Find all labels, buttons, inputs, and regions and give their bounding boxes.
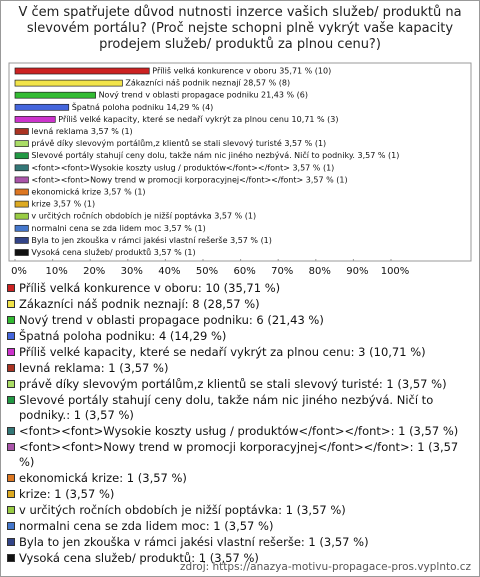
x-tick-label: 70% xyxy=(271,266,293,277)
bar-label: právě díky slevovým portálům,z klientů s… xyxy=(31,138,326,148)
bar xyxy=(14,249,29,256)
legend-swatch xyxy=(7,316,15,324)
legend-swatch xyxy=(7,490,15,498)
bar xyxy=(14,188,29,196)
legend-label: v určitých ročních obdobích je nižší pop… xyxy=(19,503,346,517)
legend-item: <font><font>Nowy trend w promocji korpor… xyxy=(7,440,473,470)
bar xyxy=(14,128,29,135)
bar-label: <font><font>Wysokie koszty usług / produ… xyxy=(31,162,334,172)
x-tick-label: 100% xyxy=(381,266,410,277)
legend-item: právě díky slevovým portálům,z klientů s… xyxy=(7,377,473,392)
bar-label: Vysoká cena služeb/ produktů 3,57 % (1) xyxy=(31,247,195,257)
x-tick-label: 40% xyxy=(158,266,180,277)
bar-label: Zákazníci náš podnik neznají 28,57 % (8) xyxy=(125,78,290,88)
bar xyxy=(14,152,29,160)
bar-label: v určitých ročních obdobích je nižší pop… xyxy=(31,211,256,221)
bar-label: Nový trend v oblasti propagace podniku 2… xyxy=(99,91,308,100)
legend-item: Slevové portály stahují ceny dolu, takže… xyxy=(7,393,473,423)
legend-swatch xyxy=(7,443,15,451)
x-tick-label: 60% xyxy=(233,266,255,277)
legend-label: krize: 1 (3,57 %) xyxy=(19,487,115,501)
bar xyxy=(14,224,29,232)
bar xyxy=(14,212,29,220)
plot-frame xyxy=(8,62,472,262)
legend-label: právě díky slevovým portálům,z klientů s… xyxy=(19,377,447,391)
bar xyxy=(14,176,29,184)
bar xyxy=(14,140,29,147)
legend: Příliš velká konkurence v oboru: 10 (35,… xyxy=(7,281,473,567)
legend-item: Příliš velká konkurence v oboru: 10 (35,… xyxy=(7,281,473,296)
legend-label: normalni cena se zda lidem moc: 1 (3,57 … xyxy=(19,519,274,533)
bar-label: normalni cena se zda lidem moc 3,57 % (1… xyxy=(31,224,205,233)
legend-swatch xyxy=(7,538,15,546)
legend-item: Byla to jen zkouška v rámci jakési vlast… xyxy=(7,535,473,550)
bar-label: ekonomická krize 3,57 % (1) xyxy=(31,188,145,197)
x-tick-label: 10% xyxy=(45,266,67,277)
legend-item: krize: 1 (3,57 %) xyxy=(7,487,473,502)
legend-swatch xyxy=(7,300,15,308)
bar xyxy=(14,164,29,172)
legend-label: Slevové portály stahují ceny dolu, takže… xyxy=(19,393,434,422)
x-tick-label: 80% xyxy=(309,266,331,277)
x-tick-label: 90% xyxy=(346,266,368,277)
legend-label: <font><font>Wysokie koszty usług / produ… xyxy=(19,424,459,438)
bar-label: <font><font>Nowy trend w promocji korpor… xyxy=(31,175,347,184)
legend-item: Zákazníci náš podnik neznají: 8 (28,57 %… xyxy=(7,297,473,312)
bar xyxy=(14,103,70,111)
legend-item: Vysoká cena služeb/ produktů: 1 (3,57 %) xyxy=(7,551,473,566)
legend-swatch xyxy=(7,284,15,292)
bar-label: krize 3,57 % (1) xyxy=(31,200,95,209)
legend-label: ekonomická krize: 1 (3,57 %) xyxy=(19,471,187,485)
bar xyxy=(14,116,56,123)
x-tick-label: 0% xyxy=(11,266,27,277)
legend-swatch xyxy=(7,427,15,435)
legend-item: levná reklama: 1 (3,57 %) xyxy=(7,361,473,376)
bar-label: Příliš velká konkurence v oboru 35,71 % … xyxy=(152,66,331,76)
legend-swatch xyxy=(7,332,15,340)
legend-item: Příliš velké kapacity, které se nedaří v… xyxy=(7,345,473,360)
chart: 0% 10% 20% 30% 40% 50% 60% 70% 80% 90% 100% Příliš … xyxy=(8,62,472,277)
legend-label: levná reklama: 1 (3,57 %) xyxy=(19,361,169,375)
x-tick-label: 50% xyxy=(196,266,218,277)
bar-label: levná reklama 3,57 % (1) xyxy=(31,127,132,136)
legend-item: normalni cena se zda lidem moc: 1 (3,57 … xyxy=(7,519,473,534)
legend-label: Příliš velká konkurence v oboru: 10 (35,… xyxy=(19,281,281,295)
bar-label: Špatná poloha podniku 14,29 % (4) xyxy=(72,101,214,112)
legend-label: Nový trend v oblasti propagace podniku: … xyxy=(19,313,324,327)
legend-swatch xyxy=(7,474,15,482)
legend-item: v určitých ročních obdobích je nižší pop… xyxy=(7,503,473,518)
legend-item: ekonomická krize: 1 (3,57 %) xyxy=(7,471,473,486)
bar-label: Byla to jen zkouška v rámci jakési vlast… xyxy=(31,235,271,245)
legend-item: Špatná poloha podniku: 4 (14,29 %) xyxy=(7,329,473,344)
legend-swatch xyxy=(7,554,15,562)
source: zdroj: https://anazya-motivu-propagace-p… xyxy=(180,561,471,573)
legend-label: Zákazníci náš podnik neznají: 8 (28,57 %… xyxy=(19,297,260,311)
legend-label: Příliš velké kapacity, které se nedaří v… xyxy=(19,345,426,359)
legend-swatch xyxy=(7,380,15,388)
legend-swatch xyxy=(7,506,15,514)
legend-label: Špatná poloha podniku: 4 (14,29 %) xyxy=(19,329,227,343)
legend-swatch xyxy=(7,348,15,356)
legend-label: Byla to jen zkouška v rámci jakési vlast… xyxy=(19,535,369,549)
bar xyxy=(14,91,96,99)
legend-swatch xyxy=(7,522,15,530)
bar xyxy=(14,237,29,244)
bar xyxy=(14,79,123,87)
x-tick-label: 20% xyxy=(83,266,105,277)
bar-label: Slevové portály stahují ceny dolu, takže… xyxy=(31,150,399,160)
legend-label: Vysoká cena služeb/ produktů: 1 (3,57 %) xyxy=(19,551,259,565)
bar xyxy=(14,67,150,75)
bar-label: Příliš velké kapacity, které se nedaří v… xyxy=(58,114,338,124)
bar xyxy=(14,200,29,208)
legend-swatch xyxy=(7,396,15,404)
legend-swatch xyxy=(7,364,15,372)
x-tick-label: 30% xyxy=(121,266,143,277)
legend-label: <font><font>Nowy trend w promocji korpor… xyxy=(19,440,459,469)
chart-title: V čem spatřujete důvod nutnosti inzerce … xyxy=(18,5,462,52)
legend-item: <font><font>Wysokie koszty usług / produ… xyxy=(7,424,473,439)
legend-item: Nový trend v oblasti propagace podniku: … xyxy=(7,313,473,328)
